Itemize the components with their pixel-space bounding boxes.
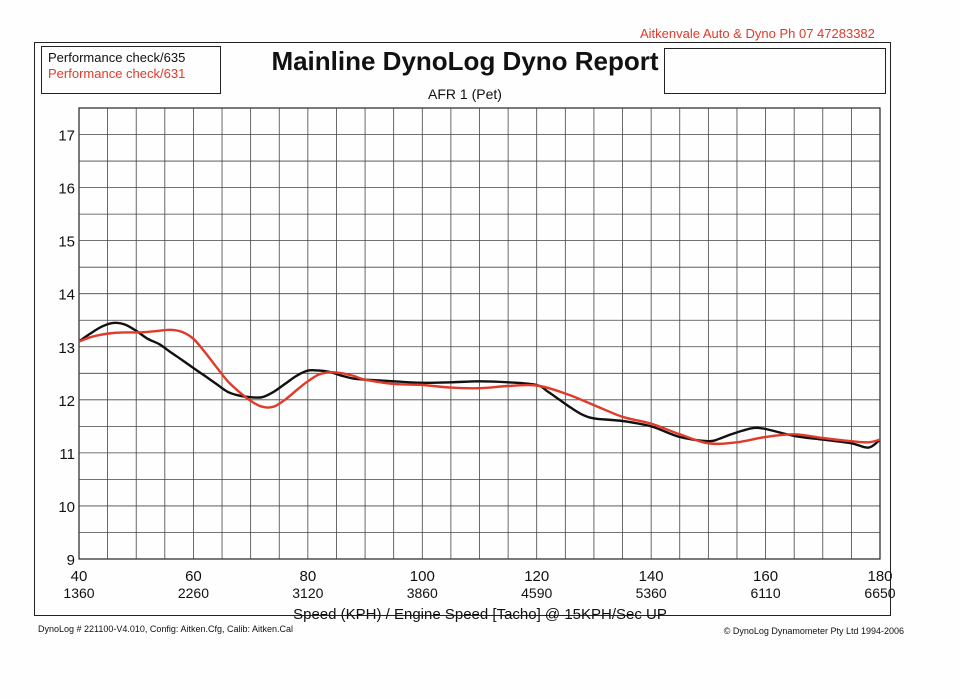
- x-tick-sublabel: 3120: [292, 585, 323, 601]
- x-tick-label: 120: [524, 568, 549, 585]
- y-tick-label: 13: [58, 340, 75, 357]
- x-tick-sublabel: 6110: [751, 585, 781, 601]
- x-tick-label: 40: [71, 568, 88, 585]
- x-tick-sublabel: 6650: [864, 585, 895, 601]
- x-tick-label: 60: [185, 568, 202, 585]
- x-tick-label: 180: [867, 568, 892, 585]
- x-tick-sublabel: 4590: [521, 585, 552, 601]
- y-tick-label: 14: [58, 287, 75, 304]
- y-tick-label: 17: [58, 128, 75, 145]
- series-line-631: [78, 328, 881, 446]
- x-tick-label: 100: [410, 568, 435, 585]
- legend: Performance check/635 Performance check/…: [41, 46, 221, 94]
- report-frame: [34, 42, 891, 616]
- x-tick-sublabel: 1360: [63, 585, 94, 601]
- footer-copyright: © DynoLog Dynamometer Pty Ltd 1994-2006: [723, 626, 904, 636]
- y-tick-label: 10: [58, 499, 75, 516]
- legend-item-635: Performance check/635: [48, 50, 186, 65]
- blank-info-box: [664, 48, 886, 94]
- y-tick-label: 16: [58, 181, 75, 198]
- x-tick-sublabel: 5360: [636, 585, 667, 601]
- y-tick-label: 11: [59, 446, 75, 463]
- y-tick-label: 12: [58, 393, 75, 410]
- x-tick-sublabel: 3860: [407, 585, 438, 601]
- footer-config: DynoLog # 221100-V4.010, Config: Aitken.…: [38, 624, 293, 634]
- company-header: Aitkenvale Auto & Dyno Ph 07 47283382: [640, 26, 875, 41]
- x-tick-label: 160: [753, 568, 778, 585]
- x-tick-label: 140: [639, 568, 664, 585]
- y-tick-label: 9: [67, 552, 75, 569]
- report-title: Mainline DynoLog Dyno Report: [271, 46, 659, 76]
- chart-subtitle: AFR 1 (Pet): [428, 86, 502, 102]
- y-tick-label: 15: [58, 234, 75, 251]
- legend-item-631: Performance check/631: [48, 66, 186, 81]
- x-tick-label: 80: [300, 568, 317, 585]
- x-tick-sublabel: 2260: [178, 585, 209, 601]
- x-axis-label: Speed (KPH) / Engine Speed [Tacho] @ 15K…: [293, 606, 667, 623]
